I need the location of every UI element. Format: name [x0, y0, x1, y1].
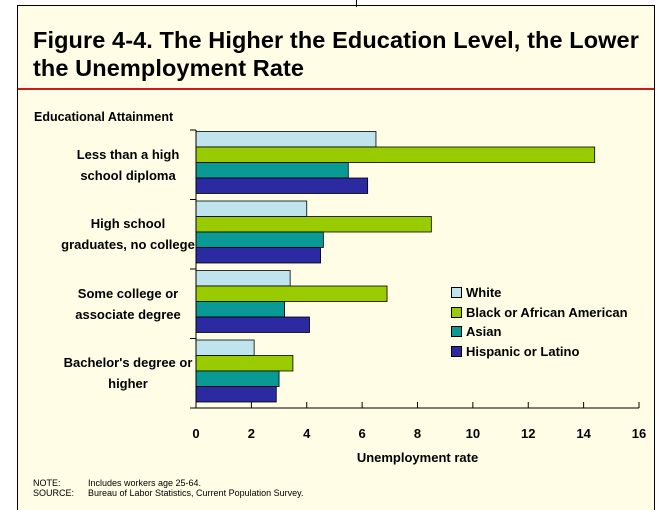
chart-title: Figure 4-4. The Higher the Education Lev… [33, 27, 639, 81]
source-text: Bureau of Labor Statistics, Current Popu… [88, 488, 304, 498]
category-label-line: Some college or [77, 285, 179, 301]
note-key: NOTE: [33, 478, 61, 488]
bar [195, 339, 255, 356]
top-margin [0, 0, 671, 6]
bar [195, 216, 432, 233]
category-label: Less than a high school diploma [60, 144, 196, 186]
bar [195, 247, 321, 264]
bar [195, 285, 388, 302]
category-label-line: High school [90, 216, 166, 232]
x-axis-label: Unemployment rate [356, 450, 479, 465]
y-axis-label: Educational Attainment [34, 110, 174, 124]
source: SOURCE: Bureau of Labor Statistics, Curre… [33, 488, 303, 499]
frame-border-right [654, 5, 655, 510]
bar [195, 200, 308, 217]
legend-label: Hispanic or Latino [466, 343, 580, 359]
x-tick-label: 6 [359, 426, 366, 441]
category-label-line: school diploma [80, 167, 176, 183]
title-underline [18, 88, 654, 90]
category-label: High school graduates, no college [60, 213, 196, 255]
bar [195, 270, 291, 287]
legend-item: Black or African American [451, 303, 628, 323]
left-margin [0, 6, 17, 510]
category-label: Bachelor's degree or higher [60, 352, 196, 394]
legend: White Black or African American Asian Hispa… [451, 283, 628, 361]
x-tick-label: 14 [576, 426, 591, 441]
bar [195, 370, 280, 387]
bar [195, 301, 285, 318]
bar [195, 162, 349, 179]
legend-swatch [451, 326, 462, 338]
legend-item: White [451, 283, 628, 303]
note: NOTE: Includes workers age 25-64. [33, 478, 201, 489]
note-text: Includes workers age 25-64. [88, 478, 202, 488]
category-label-line: graduates, no college [61, 237, 195, 253]
legend-item: Asian [451, 322, 628, 342]
bar [195, 231, 324, 248]
legend-label: White [466, 285, 502, 301]
x-tick-label: 10 [466, 426, 480, 441]
right-margin [655, 6, 671, 510]
legend-item: Hispanic or Latino [451, 342, 628, 362]
bar [195, 386, 277, 403]
frame-border-top [17, 5, 655, 6]
bar [195, 177, 369, 194]
x-tick-label: 0 [192, 426, 199, 441]
legend-label: Black or African American [466, 304, 628, 320]
x-tick-label: 12 [521, 426, 535, 441]
legend-swatch [451, 287, 462, 299]
bar [195, 131, 377, 148]
x-tick-label: 16 [632, 426, 646, 441]
category-label-line: Less than a high [76, 146, 180, 162]
category-label: Some college or associate degree [60, 283, 196, 325]
bar [195, 355, 294, 372]
category-label-line: associate degree [75, 306, 181, 322]
frame-border-left [17, 5, 18, 510]
legend-label: Asian [466, 324, 502, 340]
category-label-line: higher [108, 376, 148, 392]
bar [195, 146, 596, 163]
top-tick [356, 0, 357, 7]
source-key: SOURCE: [33, 488, 75, 498]
category-label-line: Bachelor's degree or [63, 355, 193, 371]
x-tick-label: 8 [414, 426, 421, 441]
x-tick-label: 4 [303, 426, 311, 441]
x-tick-label: 2 [248, 426, 255, 441]
legend-swatch [451, 306, 462, 318]
legend-swatch [451, 345, 462, 357]
bar [195, 316, 310, 333]
